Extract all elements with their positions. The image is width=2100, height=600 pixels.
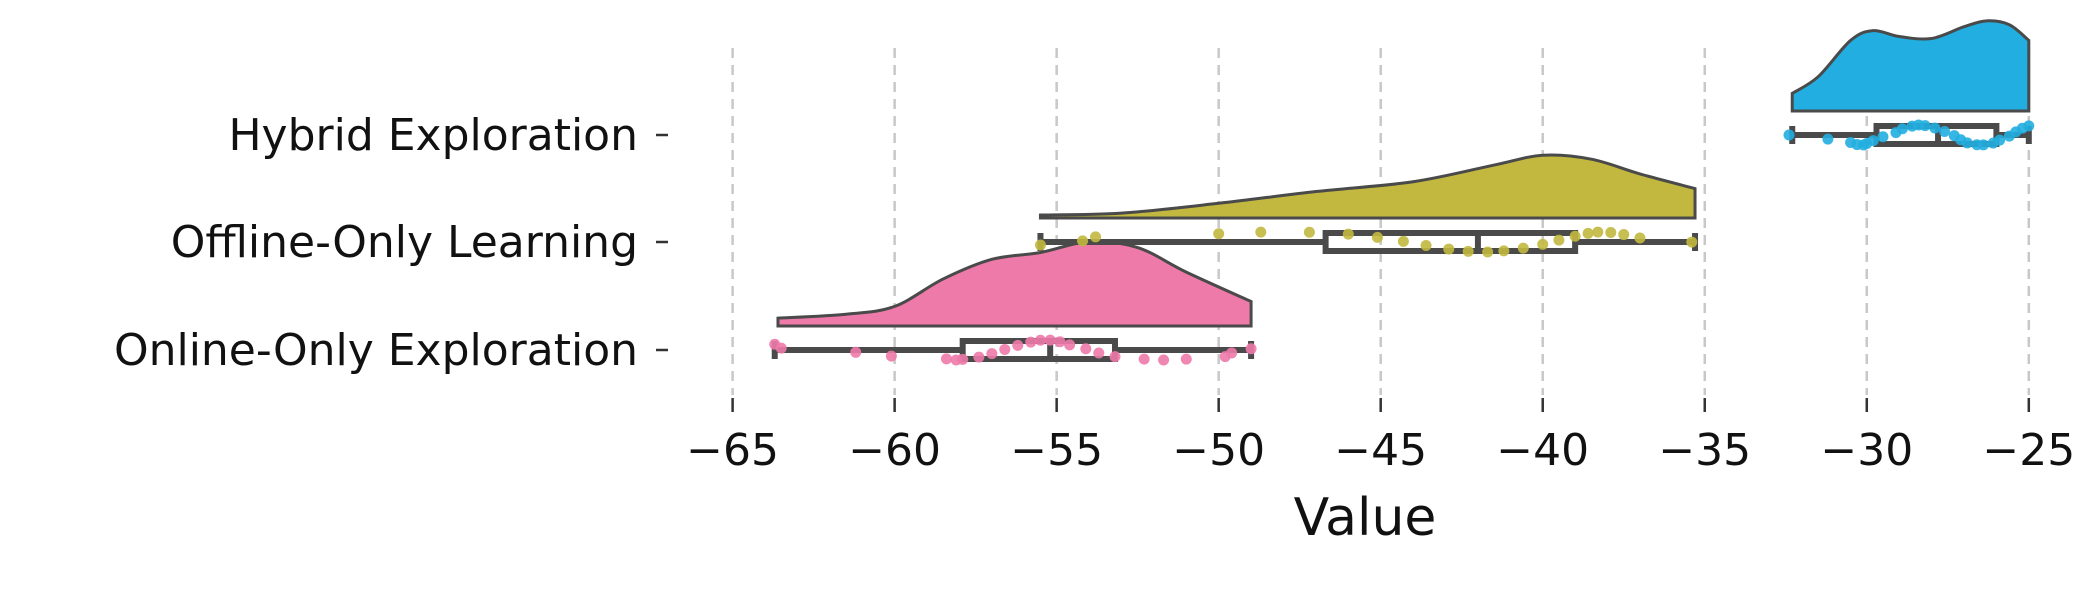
data-point xyxy=(1783,129,1795,141)
x-tick-label: −60 xyxy=(848,425,941,476)
data-point xyxy=(1537,238,1549,250)
data-point xyxy=(1822,133,1834,145)
violin-2 xyxy=(776,240,1253,328)
x-tick-label: −50 xyxy=(1172,425,1265,476)
data-point xyxy=(1012,339,1024,351)
x-tick-label: −25 xyxy=(1982,425,2075,476)
data-point xyxy=(1877,131,1889,143)
data-point xyxy=(1093,347,1105,359)
data-point xyxy=(1255,226,1267,238)
y-tick-label: Hybrid Exploration xyxy=(228,110,638,161)
grid-lines xyxy=(731,48,2031,395)
violin-layer xyxy=(776,19,2031,328)
data-point xyxy=(1929,122,1941,134)
x-tick-label: −45 xyxy=(1334,425,1427,476)
data-point xyxy=(1961,137,1973,149)
data-point xyxy=(1245,343,1257,355)
data-point xyxy=(1371,231,1383,243)
data-point xyxy=(1919,120,1931,132)
data-point xyxy=(1303,226,1315,238)
data-point xyxy=(957,353,969,365)
data-point xyxy=(1342,228,1354,240)
data-point xyxy=(1482,246,1494,258)
data-point xyxy=(1226,347,1238,359)
data-point xyxy=(1634,232,1646,244)
data-point xyxy=(1180,353,1192,365)
x-tick-label: −40 xyxy=(1496,425,1589,476)
data-point xyxy=(1044,334,1056,346)
data-point xyxy=(1605,226,1617,238)
data-point xyxy=(1939,126,1951,138)
data-point xyxy=(1064,339,1076,351)
data-point xyxy=(1158,354,1170,366)
y-axis: Hybrid Exploration Offline-Only Learning O… xyxy=(114,110,668,376)
data-point xyxy=(1090,231,1102,243)
data-point xyxy=(986,348,998,360)
data-point xyxy=(775,342,787,354)
x-tick-label: −55 xyxy=(1010,425,1103,476)
violin-1 xyxy=(1038,153,1697,220)
data-point xyxy=(1592,226,1604,238)
data-point xyxy=(1994,134,2006,146)
data-point xyxy=(850,346,862,358)
x-axis-label: Value xyxy=(1294,488,1437,548)
data-point xyxy=(1109,351,1121,363)
data-point xyxy=(973,351,985,363)
data-point xyxy=(1618,229,1630,241)
data-point xyxy=(1420,240,1432,252)
data-point xyxy=(1443,243,1455,255)
x-tick-label: −65 xyxy=(686,425,779,476)
data-point xyxy=(1462,245,1474,257)
data-point xyxy=(1138,353,1150,365)
data-point xyxy=(1397,235,1409,247)
violin-0 xyxy=(1790,19,2031,113)
data-point xyxy=(1686,236,1698,248)
data-point xyxy=(1867,135,1879,147)
data-point xyxy=(999,343,1011,355)
data-point xyxy=(1582,227,1594,239)
data-point xyxy=(1034,239,1046,251)
data-point xyxy=(1498,245,1510,257)
points-layer xyxy=(769,119,2035,366)
data-point xyxy=(940,353,952,365)
data-point xyxy=(1977,139,1989,151)
data-point xyxy=(1054,336,1066,348)
data-point xyxy=(1213,228,1225,240)
data-point xyxy=(1553,234,1565,246)
data-point xyxy=(1080,343,1092,355)
x-tick-label: −30 xyxy=(1820,425,1913,476)
data-point xyxy=(2023,120,2035,132)
data-point xyxy=(885,350,897,362)
x-tick-label: −35 xyxy=(1658,425,1751,476)
data-point xyxy=(1896,123,1908,135)
data-point xyxy=(1077,235,1089,247)
data-point xyxy=(1569,230,1581,242)
data-point xyxy=(1517,242,1529,254)
y-tick-label: Online-Only Exploration xyxy=(114,325,638,376)
x-axis: −65 −60 −55 −50 −45 −40 −35 −30 −25 xyxy=(686,398,2075,476)
data-point xyxy=(1025,336,1037,348)
y-tick-label: Offline-Only Learning xyxy=(171,217,638,268)
data-point xyxy=(1034,334,1046,346)
